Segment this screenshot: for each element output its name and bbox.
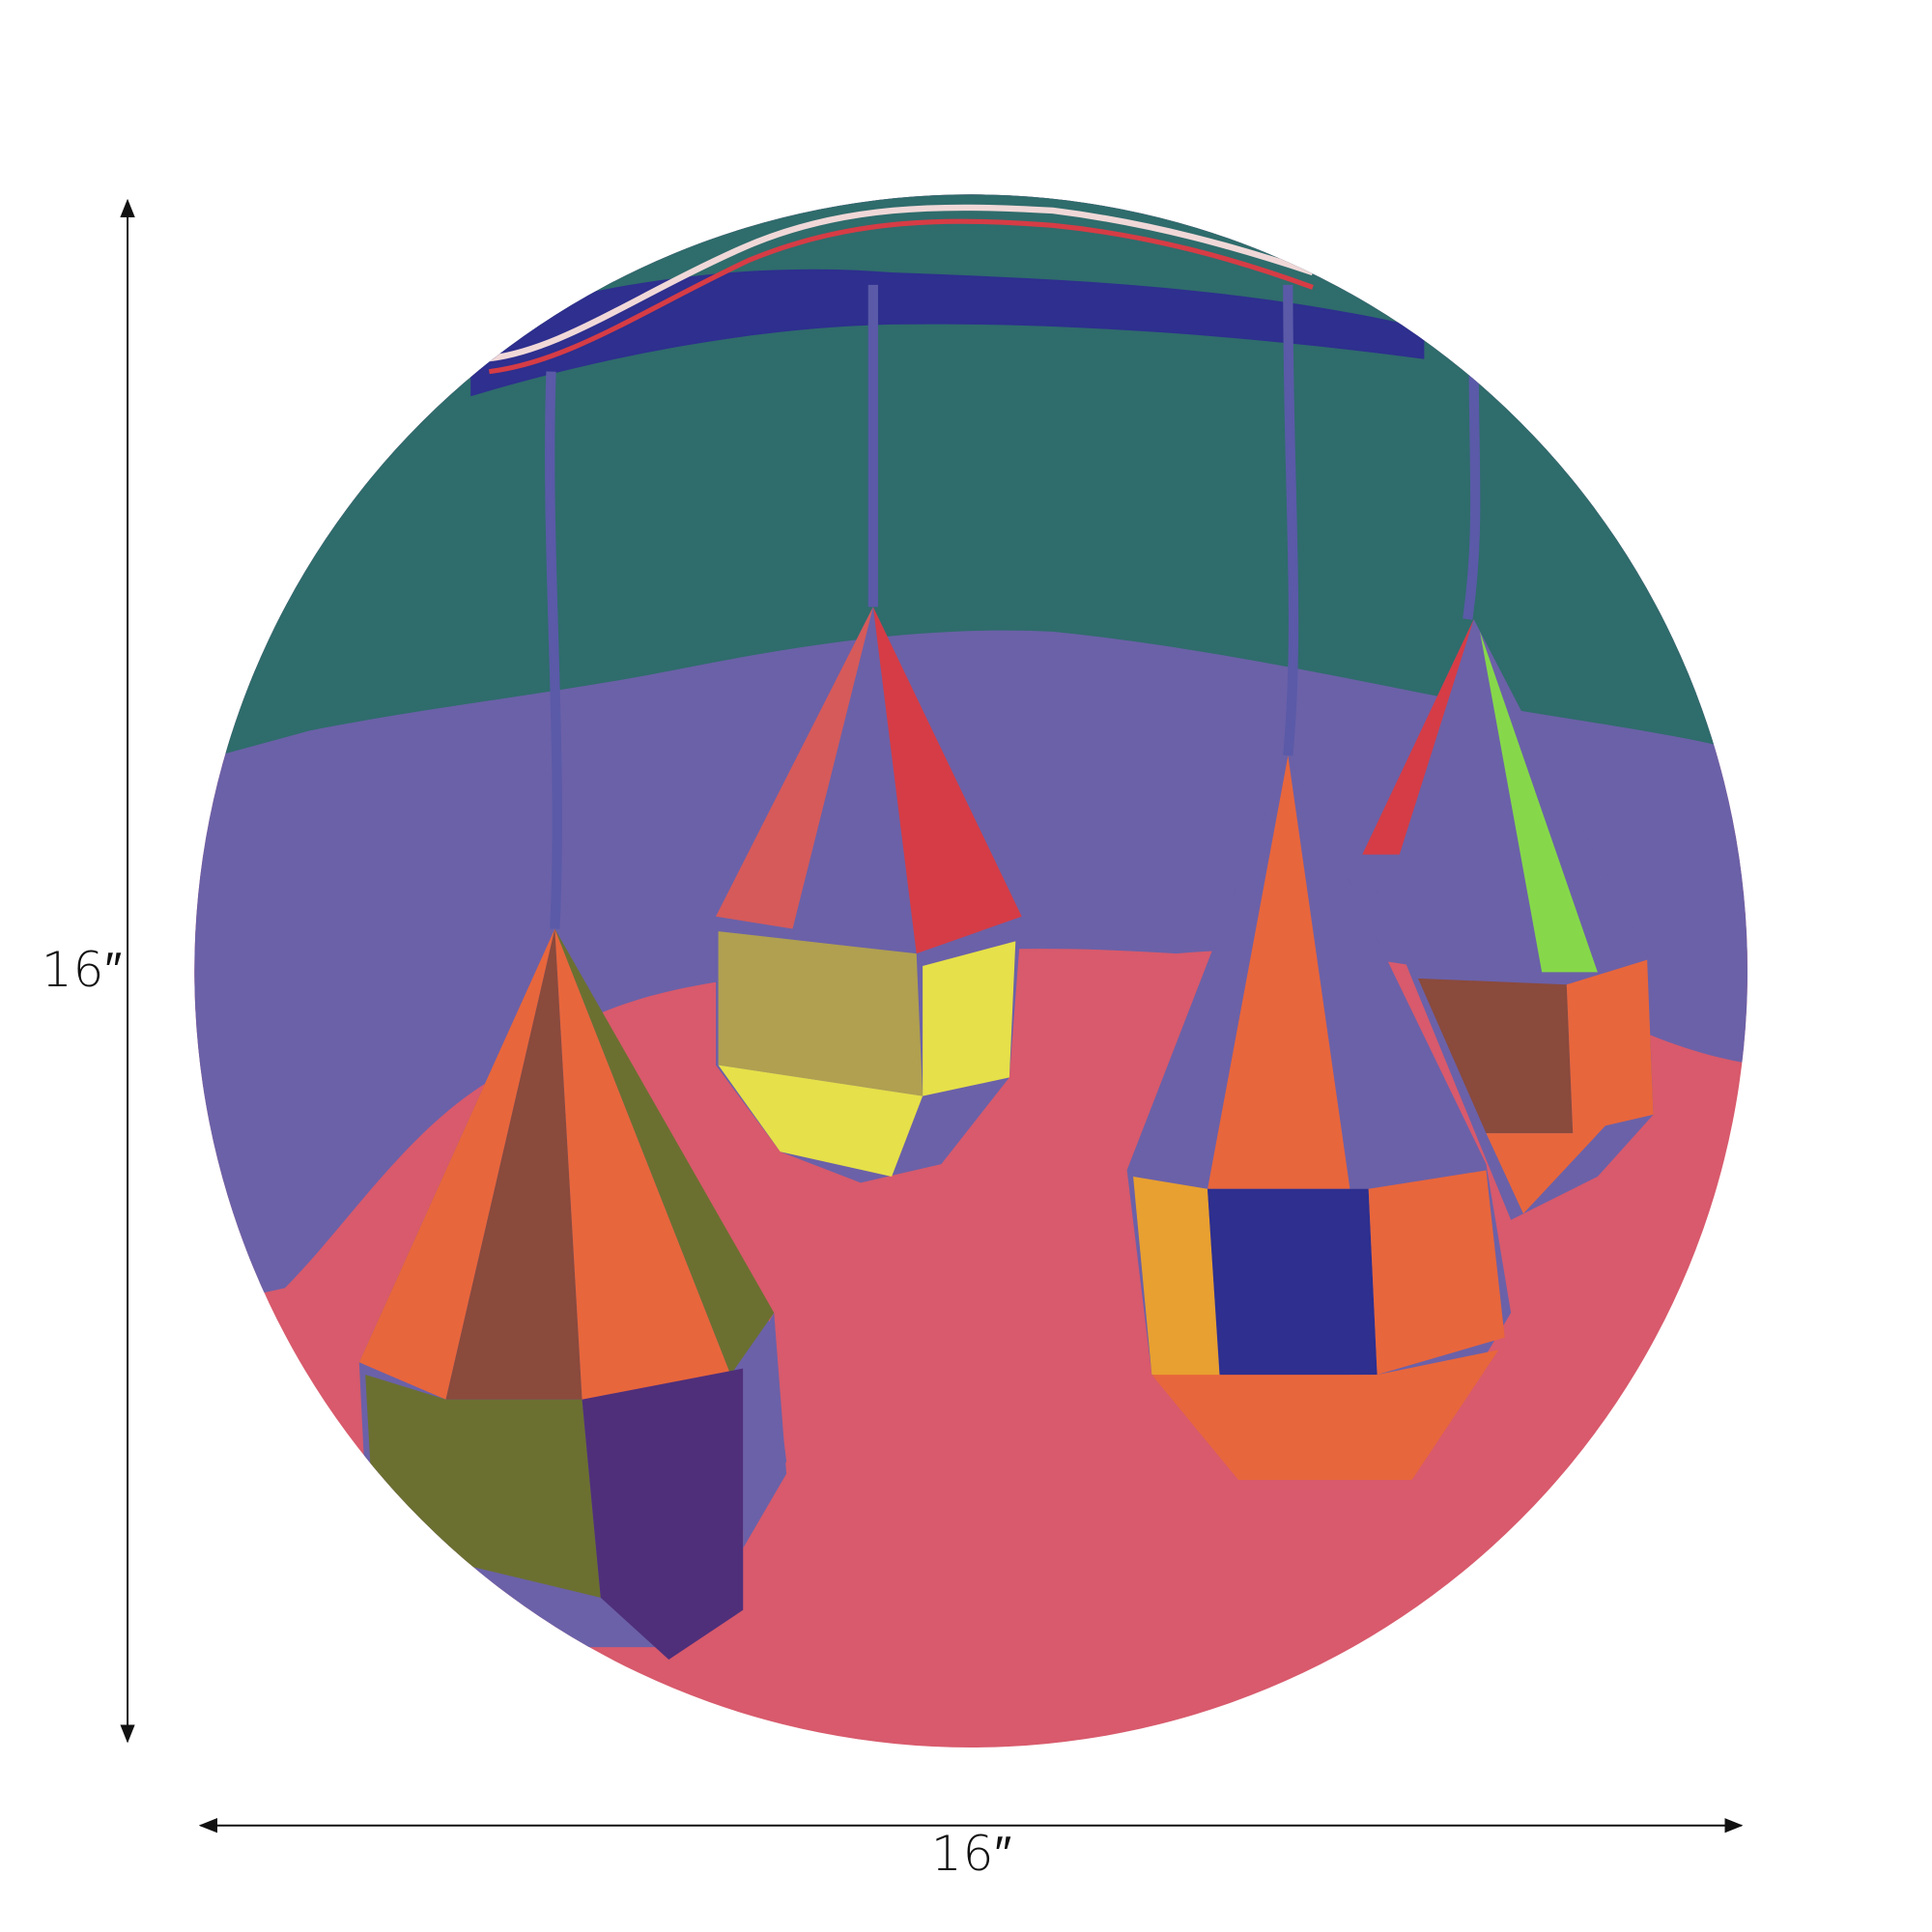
back-right-crystal xyxy=(1362,619,1654,1220)
middle-crystal xyxy=(716,607,1022,1183)
left-crystal xyxy=(358,928,787,1660)
width-label: 16″ xyxy=(930,1826,1013,1882)
hanging-strings xyxy=(545,284,1481,929)
teal-band xyxy=(194,194,1747,768)
navy-band xyxy=(470,269,1425,397)
height-label: 16″ xyxy=(41,942,124,998)
front-right-crystal xyxy=(1126,755,1512,1481)
top-arch xyxy=(482,204,1314,362)
